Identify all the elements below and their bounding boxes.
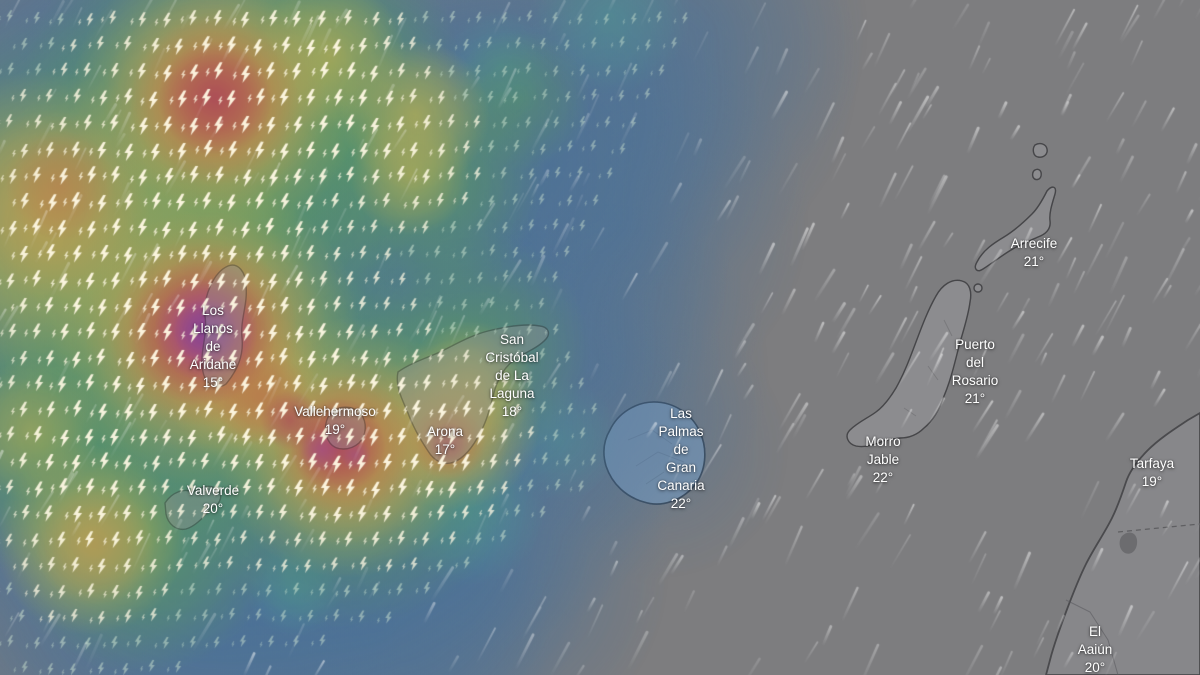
weather-map[interactable]: .isl{fill:#8d8d8f;stroke:#47474a;stroke-… [0,0,1200,675]
lightning-symbols-layer [0,0,1200,675]
